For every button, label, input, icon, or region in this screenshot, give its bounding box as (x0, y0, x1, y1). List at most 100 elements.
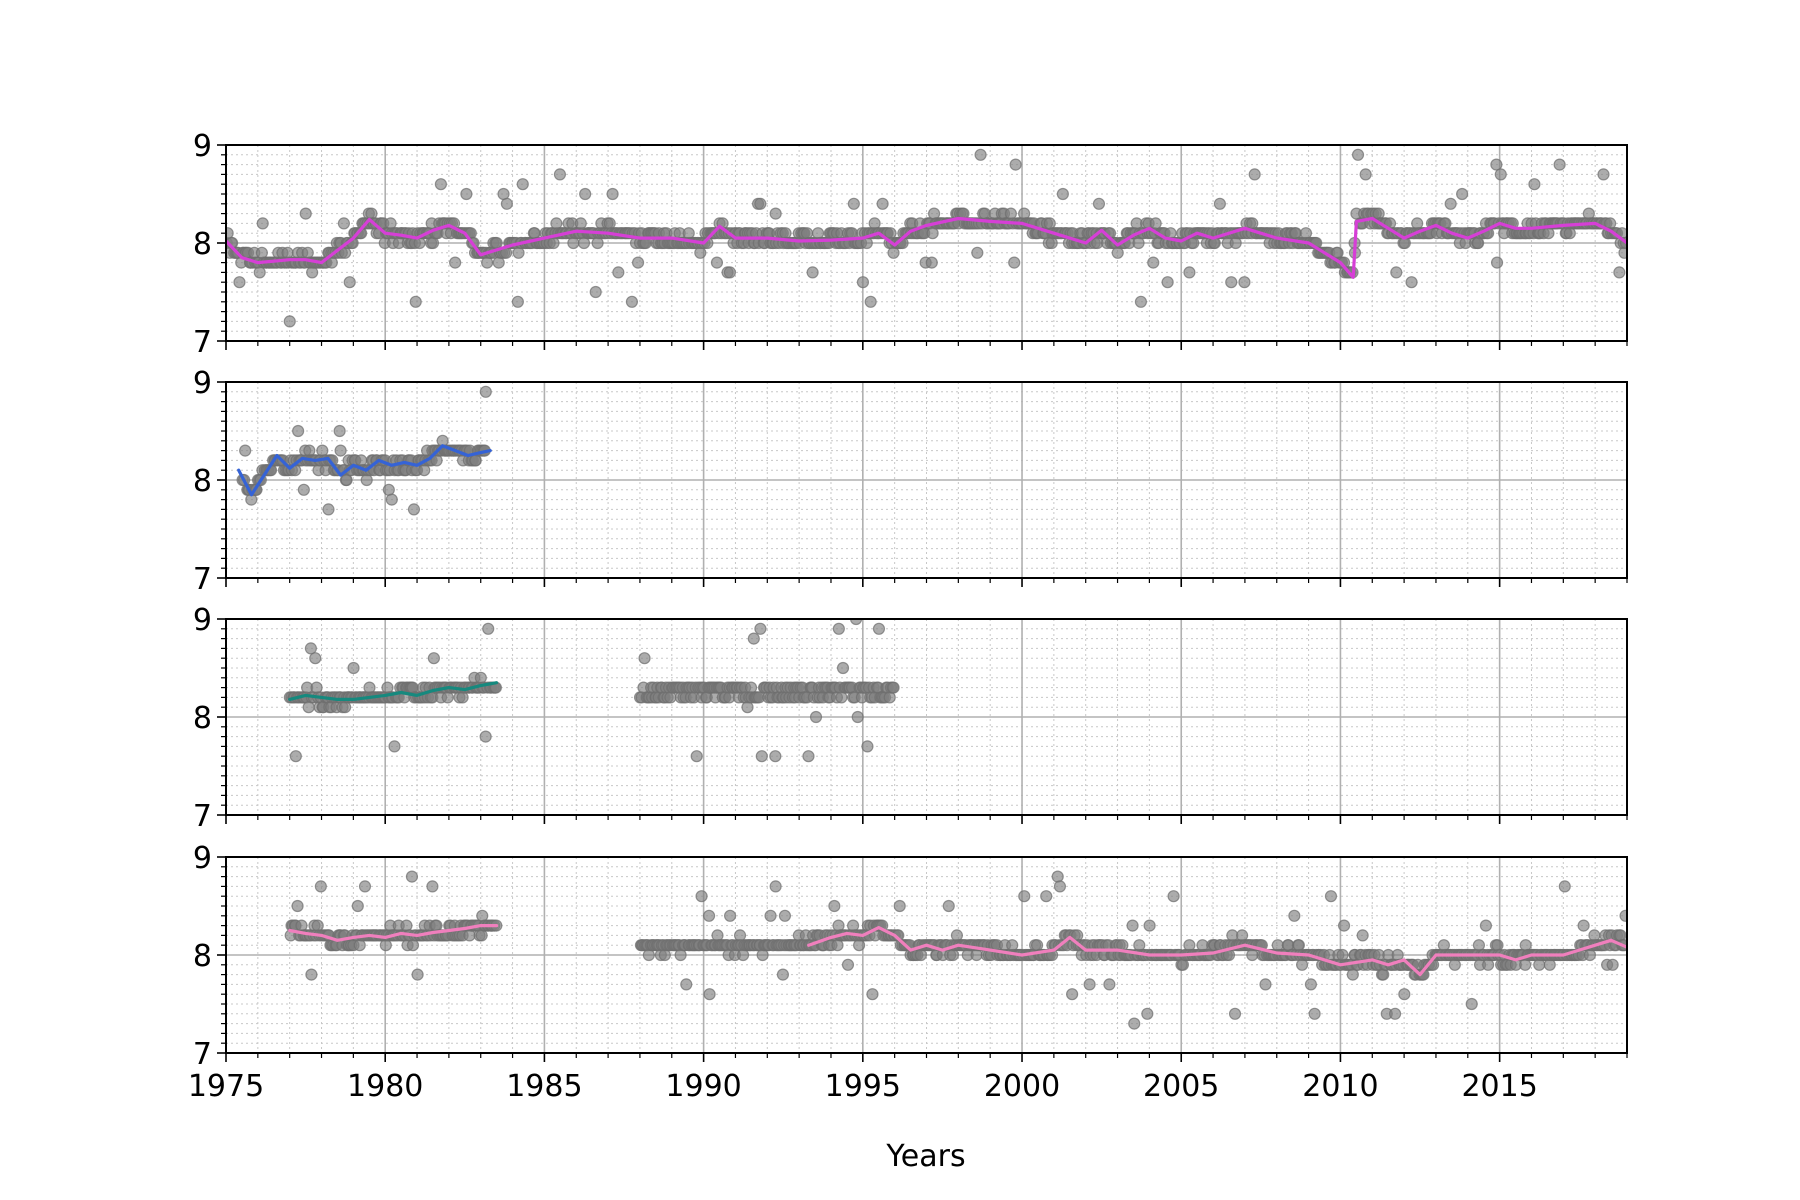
scatter-point (411, 968, 424, 981)
scatter-point (1134, 295, 1148, 308)
scatter-point (1213, 197, 1226, 210)
scatter-point (289, 750, 302, 763)
scatter-point (851, 710, 864, 724)
scatter-point (769, 207, 782, 220)
scatter-point (256, 217, 269, 230)
x-tick-label: 1980 (347, 1069, 423, 1104)
scatter-point (347, 661, 360, 675)
x-tick-label: 1990 (665, 1069, 741, 1104)
y-tick-label: 9 (193, 366, 212, 401)
scatter-point (861, 740, 874, 753)
scatter-point (292, 424, 305, 438)
scatter-point (1083, 978, 1096, 991)
scatter-point (500, 197, 513, 210)
x-tick-label: 1995 (825, 1069, 901, 1104)
scatter-point (309, 652, 322, 665)
scatter-point (479, 385, 492, 398)
scatter-point (1444, 197, 1457, 210)
scatter-point (802, 750, 815, 763)
chart-panel-3: 7 8 9 (193, 603, 1628, 834)
scatter-point (1390, 266, 1403, 279)
scatter-point (625, 295, 639, 308)
scatter-point (427, 652, 440, 665)
scatter-point (893, 899, 906, 913)
scatter-point (809, 710, 823, 724)
scatter-point (1337, 919, 1351, 932)
scatter-point (690, 750, 703, 763)
scatter-point (631, 256, 645, 269)
scatter-point (1456, 187, 1469, 201)
y-tick-label: 8 (193, 227, 212, 262)
scatter-point (305, 968, 318, 981)
scatter-point (747, 632, 760, 645)
smoothed-line (288, 924, 499, 942)
scatter-point (388, 740, 401, 753)
scatter-point (872, 622, 886, 635)
scatter-point (511, 295, 524, 308)
scatter-point (755, 750, 768, 763)
x-tick-label: 2015 (1461, 1069, 1537, 1104)
scatter-point (337, 217, 350, 230)
scatter-point (847, 197, 860, 210)
scatter-point (589, 285, 602, 299)
scatter-point (409, 295, 422, 308)
scatter-point (1056, 187, 1069, 201)
scatter-point (482, 622, 495, 635)
scatter-point (1479, 919, 1493, 932)
scatter-point (1259, 978, 1272, 991)
scatter-point (828, 899, 841, 913)
scatter-point (579, 187, 592, 201)
scatter-point (769, 880, 782, 893)
scatter-point (612, 266, 625, 279)
x-tick-label: 2005 (1143, 1069, 1219, 1104)
scatter-point (283, 315, 296, 328)
scatter-point (304, 642, 317, 655)
scatter-point (974, 148, 987, 161)
scatter-point (1388, 1007, 1402, 1020)
scatter-point (1351, 148, 1365, 161)
scatter-point (864, 295, 877, 308)
scatter-point (343, 276, 356, 289)
scatter-point (680, 978, 693, 991)
scatter-point (1147, 256, 1160, 269)
scatter-point (754, 622, 767, 635)
scatter-point (856, 276, 870, 289)
scatter-point (876, 197, 889, 210)
x-axis-label: Years (885, 1139, 965, 1174)
scatter-point (1103, 978, 1116, 991)
scatter-point (1558, 880, 1571, 893)
scatter-point (385, 493, 398, 506)
scatter-point (754, 197, 767, 210)
chart-panel-1: 7 8 9 (193, 129, 1628, 360)
x-tick-label: 2010 (1302, 1069, 1378, 1104)
scatter-point (1238, 276, 1251, 289)
scatter-point (434, 178, 447, 191)
scatter-point (314, 880, 327, 893)
grid (225, 618, 1628, 816)
scatter-point (233, 276, 246, 289)
scatter-point (1149, 217, 1162, 230)
chart-panel-4: 7 8 9 1975 1980 1985 1990 1995 2000 2005 2010 2015 (188, 841, 1628, 1104)
scatter-point (1359, 168, 1372, 181)
scatter-point (239, 444, 252, 457)
scatter-point (703, 988, 716, 1001)
scatter-point (1308, 1007, 1321, 1020)
scatter-point (778, 909, 792, 922)
scatter-point (1356, 929, 1369, 942)
smoothed-line-2 (807, 926, 1627, 977)
scatter-point (1494, 168, 1507, 181)
scatter-point (334, 444, 347, 457)
scatter-point (1490, 158, 1503, 171)
scatter-point (769, 750, 782, 763)
scatter-point (1183, 266, 1196, 279)
scatter-point (1528, 178, 1541, 191)
scatter-point (1248, 168, 1261, 181)
scatter-point (333, 424, 346, 438)
scatter-point (1577, 919, 1590, 932)
scatter-point (638, 652, 651, 665)
scatter-point (291, 899, 304, 913)
x-tick-label: 1975 (188, 1069, 264, 1104)
x-tick-label: 1985 (506, 1069, 582, 1104)
y-tick-label: 8 (193, 701, 212, 736)
